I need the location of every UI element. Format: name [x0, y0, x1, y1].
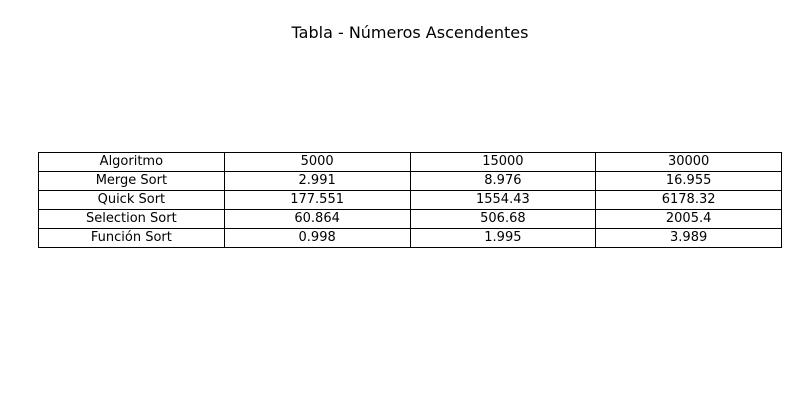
table-row: Merge Sort 2.991 8.976 16.955: [38, 171, 782, 191]
row-label: Merge Sort: [38, 171, 225, 191]
table-cell: 6178.32: [595, 190, 782, 210]
table-cell: 2.991: [223, 171, 411, 191]
table-cell: 1.995: [409, 228, 597, 248]
results-table: Algoritmo 5000 15000 30000 Merge Sort 2.991 8.…: [38, 152, 782, 248]
table-title: Tabla - Números Ascendentes: [291, 23, 529, 42]
table-row: Quick Sort 177.551 1554.43 6178.32: [38, 190, 782, 210]
table-cell: 2005.4: [595, 209, 782, 229]
column-header: 15000: [409, 152, 597, 172]
row-label: Función Sort: [38, 228, 225, 248]
table-row: Selection Sort 60.864 506.68 2005.4: [38, 209, 782, 229]
table-cell: 16.955: [595, 171, 782, 191]
column-header: Algoritmo: [38, 152, 225, 172]
column-header: 5000: [223, 152, 411, 172]
table-row: Función Sort 0.998 1.995 3.989: [38, 228, 782, 248]
table-cell: 3.989: [595, 228, 782, 248]
table-cell: 506.68: [409, 209, 597, 229]
row-label: Selection Sort: [38, 209, 225, 229]
table-cell: 1554.43: [409, 190, 597, 210]
table-body: Algoritmo 5000 15000 30000 Merge Sort 2.991 8.…: [38, 152, 782, 248]
table-cell: 60.864: [223, 209, 411, 229]
table-cell: 8.976: [409, 171, 597, 191]
table-cell: 0.998: [223, 228, 411, 248]
table-cell: 177.551: [223, 190, 411, 210]
header-row: Algoritmo 5000 15000 30000: [38, 152, 782, 172]
row-label: Quick Sort: [38, 190, 225, 210]
column-header: 30000: [595, 152, 782, 172]
